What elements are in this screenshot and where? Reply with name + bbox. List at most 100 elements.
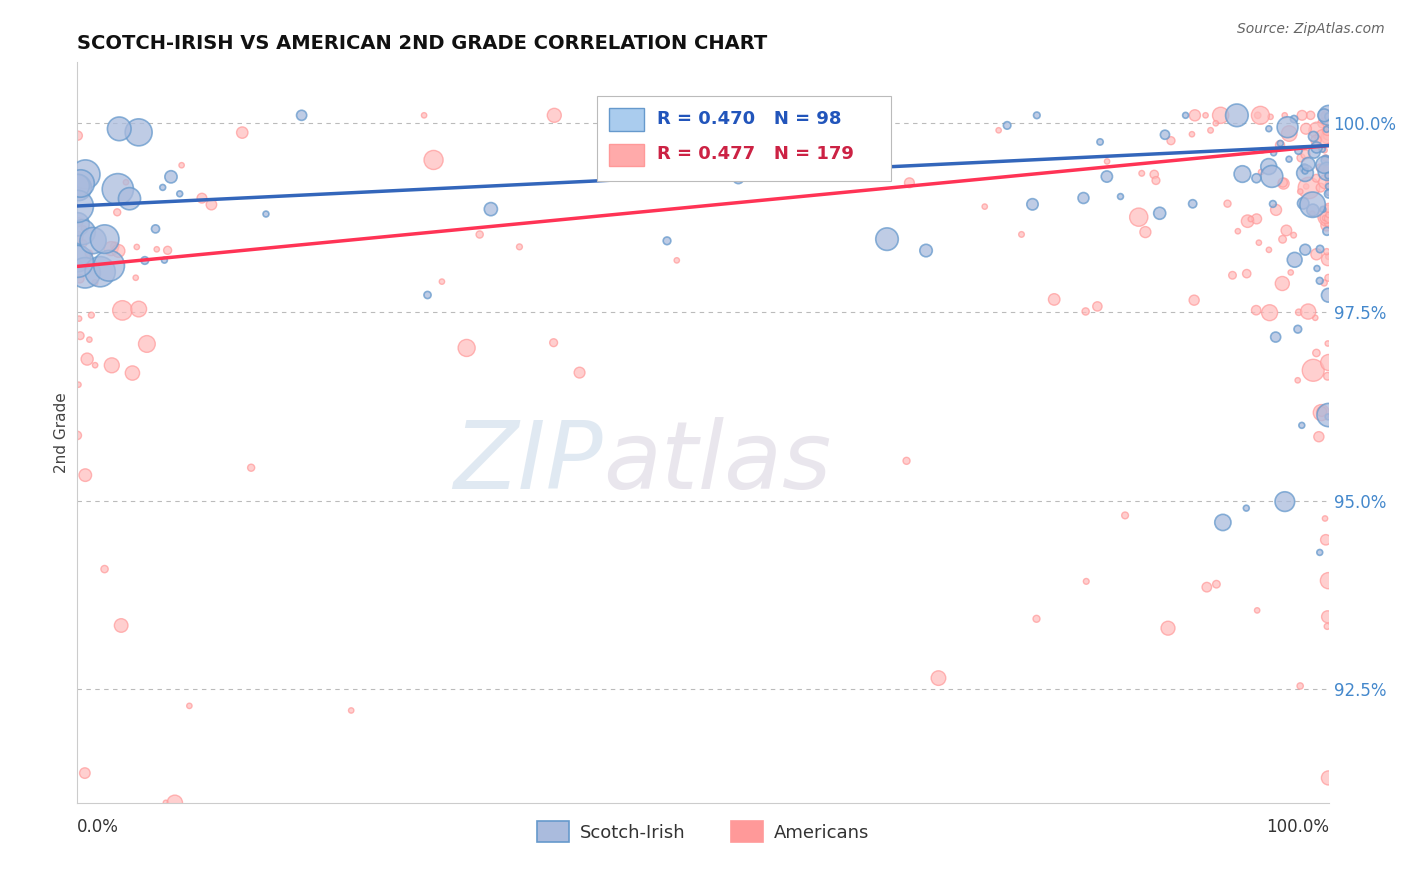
Point xyxy=(1154,128,1177,142)
FancyBboxPatch shape xyxy=(609,108,644,130)
Point xyxy=(1303,145,1326,160)
Point xyxy=(1264,330,1286,344)
Point xyxy=(1310,142,1333,156)
Point xyxy=(987,123,1010,137)
Point xyxy=(1317,355,1340,369)
Point xyxy=(1270,136,1292,151)
Point xyxy=(1317,408,1340,422)
Point xyxy=(543,108,565,122)
Y-axis label: 2nd Grade: 2nd Grade xyxy=(53,392,69,473)
Point xyxy=(1316,127,1339,141)
Point xyxy=(1291,418,1313,433)
Point xyxy=(1291,108,1313,122)
Point xyxy=(1317,108,1340,122)
Point xyxy=(1302,129,1324,144)
Point xyxy=(1073,191,1095,205)
Point xyxy=(340,703,363,717)
Point xyxy=(1317,160,1340,174)
Point xyxy=(66,217,89,231)
Point xyxy=(1317,186,1340,201)
Point xyxy=(1317,574,1340,588)
Point xyxy=(66,178,89,193)
Point xyxy=(1288,144,1310,158)
Point xyxy=(1282,228,1305,243)
Point xyxy=(1317,108,1340,122)
Point xyxy=(125,270,148,285)
Point xyxy=(1205,577,1227,591)
Point xyxy=(200,197,222,211)
Point xyxy=(1246,211,1268,226)
Point xyxy=(1306,123,1329,137)
Point xyxy=(153,253,176,268)
Point xyxy=(1317,771,1340,785)
Text: 100.0%: 100.0% xyxy=(1265,818,1329,836)
Point xyxy=(1205,116,1227,130)
Point xyxy=(1263,145,1285,160)
Point xyxy=(1279,265,1302,279)
Point xyxy=(75,266,97,280)
Point xyxy=(479,202,502,216)
Point xyxy=(1312,116,1334,130)
Point xyxy=(1315,153,1337,168)
Point xyxy=(1289,185,1312,199)
Point xyxy=(1043,293,1066,307)
Point xyxy=(1302,203,1324,218)
Point xyxy=(1076,574,1098,589)
Point xyxy=(105,205,128,219)
Point xyxy=(1257,160,1279,174)
Point xyxy=(254,207,277,221)
Point xyxy=(1025,612,1047,626)
Point xyxy=(152,180,174,194)
Point xyxy=(1074,304,1097,318)
Point xyxy=(1284,252,1306,267)
Point xyxy=(1296,157,1319,171)
Point xyxy=(66,252,89,266)
Point xyxy=(1317,110,1340,124)
Point xyxy=(1258,306,1281,320)
Point xyxy=(170,158,193,172)
Point xyxy=(1128,210,1150,224)
Point xyxy=(1236,214,1258,228)
Point xyxy=(66,257,89,271)
Point xyxy=(1317,130,1340,145)
Point xyxy=(69,271,91,285)
Point xyxy=(1194,108,1216,122)
Text: 0.0%: 0.0% xyxy=(77,818,120,836)
Point xyxy=(1317,208,1340,222)
Point xyxy=(1310,406,1333,420)
Point xyxy=(1315,151,1337,165)
Point xyxy=(1316,218,1339,232)
Point xyxy=(1316,123,1339,137)
Point xyxy=(1286,322,1309,336)
Point xyxy=(1199,123,1222,137)
Point xyxy=(1316,369,1339,384)
Point xyxy=(1305,171,1327,186)
Point xyxy=(89,265,111,279)
Point xyxy=(1305,346,1327,360)
Point xyxy=(1271,232,1294,246)
Point xyxy=(76,352,98,367)
Point xyxy=(118,192,141,206)
Point xyxy=(169,186,191,201)
Point xyxy=(1317,201,1340,215)
Point xyxy=(1317,179,1340,194)
Point xyxy=(93,232,115,246)
Point xyxy=(1316,224,1339,238)
Point xyxy=(101,359,124,373)
Point xyxy=(1114,508,1136,523)
Point xyxy=(1251,144,1274,158)
Point xyxy=(1313,158,1336,172)
Point xyxy=(1317,270,1340,285)
Point xyxy=(1244,303,1267,318)
Point xyxy=(1316,252,1339,267)
Point xyxy=(1240,212,1263,227)
Point xyxy=(1294,164,1316,178)
Point xyxy=(1109,189,1132,203)
Point xyxy=(110,618,132,632)
Point xyxy=(1316,164,1339,178)
Point xyxy=(422,153,444,167)
Point xyxy=(1274,494,1296,508)
Point xyxy=(100,242,122,256)
Point xyxy=(1303,310,1326,325)
Point xyxy=(1209,108,1232,122)
